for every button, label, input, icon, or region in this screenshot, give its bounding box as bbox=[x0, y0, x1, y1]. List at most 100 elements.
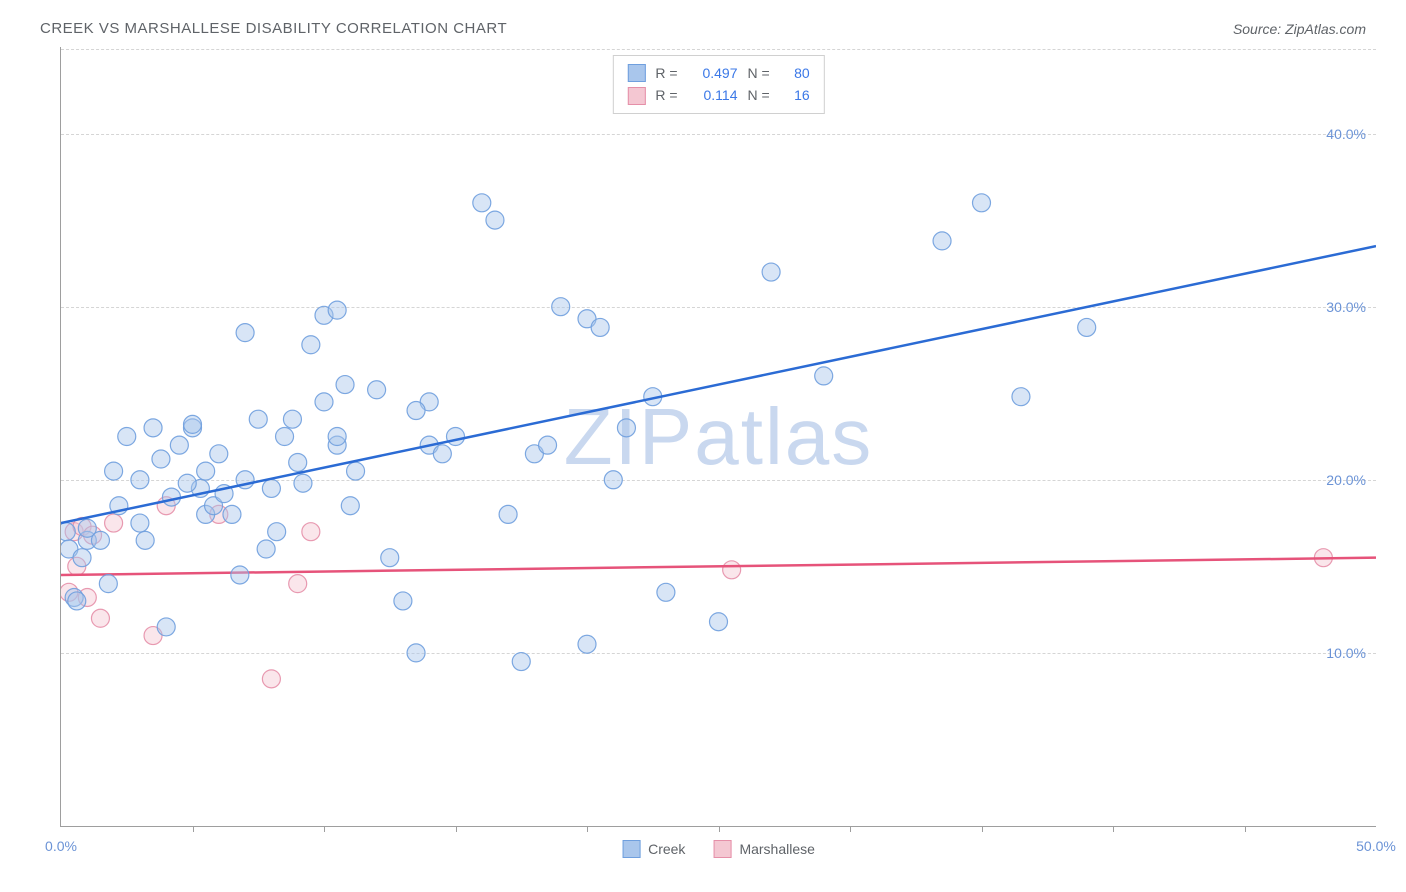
plot-area: ZIPatlas R = 0.497 N = 80 R = 0.114 N = … bbox=[60, 47, 1376, 827]
data-point bbox=[162, 488, 180, 506]
data-point bbox=[512, 653, 530, 671]
data-point bbox=[131, 471, 149, 489]
data-point bbox=[710, 613, 728, 631]
r-value-creek: 0.497 bbox=[688, 62, 738, 84]
x-tick bbox=[719, 826, 720, 832]
data-point bbox=[131, 514, 149, 532]
legend-row-marshallese: R = 0.114 N = 16 bbox=[627, 84, 809, 106]
data-point bbox=[262, 479, 280, 497]
data-point bbox=[99, 575, 117, 593]
data-point bbox=[499, 505, 517, 523]
data-point bbox=[302, 523, 320, 541]
legend-label-marshallese: Marshallese bbox=[739, 841, 814, 857]
data-point bbox=[347, 462, 365, 480]
data-point bbox=[433, 445, 451, 463]
data-point bbox=[407, 644, 425, 662]
r-label: R = bbox=[655, 62, 677, 84]
x-tick bbox=[850, 826, 851, 832]
legend-correlation: R = 0.497 N = 80 R = 0.114 N = 16 bbox=[612, 55, 824, 114]
data-point bbox=[407, 402, 425, 420]
data-point bbox=[617, 419, 635, 437]
n-value-marshallese: 16 bbox=[780, 84, 810, 106]
data-point bbox=[657, 583, 675, 601]
data-point bbox=[223, 505, 241, 523]
data-point bbox=[447, 428, 465, 446]
data-point bbox=[91, 531, 109, 549]
data-point bbox=[381, 549, 399, 567]
data-point bbox=[257, 540, 275, 558]
source-label: Source: ZipAtlas.com bbox=[1233, 21, 1366, 37]
data-point bbox=[197, 462, 215, 480]
legend-series: Creek Marshallese bbox=[622, 840, 815, 858]
x-tick bbox=[193, 826, 194, 832]
n-value-creek: 80 bbox=[780, 62, 810, 84]
data-point bbox=[933, 232, 951, 250]
data-point bbox=[578, 635, 596, 653]
data-point bbox=[723, 561, 741, 579]
data-point bbox=[486, 211, 504, 229]
data-point bbox=[604, 471, 622, 489]
data-point bbox=[328, 428, 346, 446]
data-point bbox=[231, 566, 249, 584]
data-point bbox=[1078, 318, 1096, 336]
swatch-creek-icon bbox=[622, 840, 640, 858]
legend-row-creek: R = 0.497 N = 80 bbox=[627, 62, 809, 84]
data-point bbox=[552, 298, 570, 316]
data-point bbox=[105, 462, 123, 480]
x-tick bbox=[587, 826, 588, 832]
x-tick bbox=[1113, 826, 1114, 832]
data-point bbox=[1012, 388, 1030, 406]
x-tick bbox=[456, 826, 457, 832]
data-point bbox=[236, 324, 254, 342]
x-tick-label: 0.0% bbox=[45, 838, 77, 854]
legend-item-marshallese: Marshallese bbox=[713, 840, 814, 858]
swatch-marshallese bbox=[627, 87, 645, 105]
x-tick bbox=[324, 826, 325, 832]
legend-label-creek: Creek bbox=[648, 841, 685, 857]
data-point bbox=[105, 514, 123, 532]
data-point bbox=[157, 618, 175, 636]
data-point bbox=[539, 436, 557, 454]
data-point bbox=[289, 453, 307, 471]
trend-line bbox=[61, 246, 1376, 523]
x-tick bbox=[1245, 826, 1246, 832]
data-point bbox=[762, 263, 780, 281]
data-point bbox=[283, 410, 301, 428]
data-point bbox=[328, 301, 346, 319]
legend-item-creek: Creek bbox=[622, 840, 685, 858]
data-point bbox=[178, 474, 196, 492]
n-label: N = bbox=[748, 84, 770, 106]
data-point bbox=[210, 445, 228, 463]
trend-line bbox=[61, 558, 1376, 575]
data-point bbox=[815, 367, 833, 385]
data-point bbox=[268, 523, 286, 541]
data-point bbox=[591, 318, 609, 336]
data-point bbox=[249, 410, 267, 428]
swatch-marshallese-icon bbox=[713, 840, 731, 858]
data-point bbox=[152, 450, 170, 468]
data-point bbox=[394, 592, 412, 610]
chart-title: CREEK VS MARSHALLESE DISABILITY CORRELAT… bbox=[40, 20, 507, 37]
r-value-marshallese: 0.114 bbox=[688, 84, 738, 106]
data-point bbox=[368, 381, 386, 399]
x-tick-label: 50.0% bbox=[1356, 838, 1396, 854]
data-point bbox=[118, 428, 136, 446]
header: CREEK VS MARSHALLESE DISABILITY CORRELAT… bbox=[30, 20, 1376, 47]
data-point bbox=[144, 419, 162, 437]
data-point bbox=[184, 415, 202, 433]
data-point bbox=[473, 194, 491, 212]
data-point bbox=[276, 428, 294, 446]
data-point bbox=[315, 393, 333, 411]
data-point bbox=[336, 376, 354, 394]
data-point bbox=[973, 194, 991, 212]
data-point bbox=[136, 531, 154, 549]
swatch-creek bbox=[627, 64, 645, 82]
data-point bbox=[91, 609, 109, 627]
x-tick bbox=[982, 826, 983, 832]
data-point bbox=[341, 497, 359, 515]
data-point bbox=[61, 523, 75, 541]
scatter-svg bbox=[61, 47, 1376, 826]
r-label: R = bbox=[655, 84, 677, 106]
data-point bbox=[170, 436, 188, 454]
data-point bbox=[289, 575, 307, 593]
